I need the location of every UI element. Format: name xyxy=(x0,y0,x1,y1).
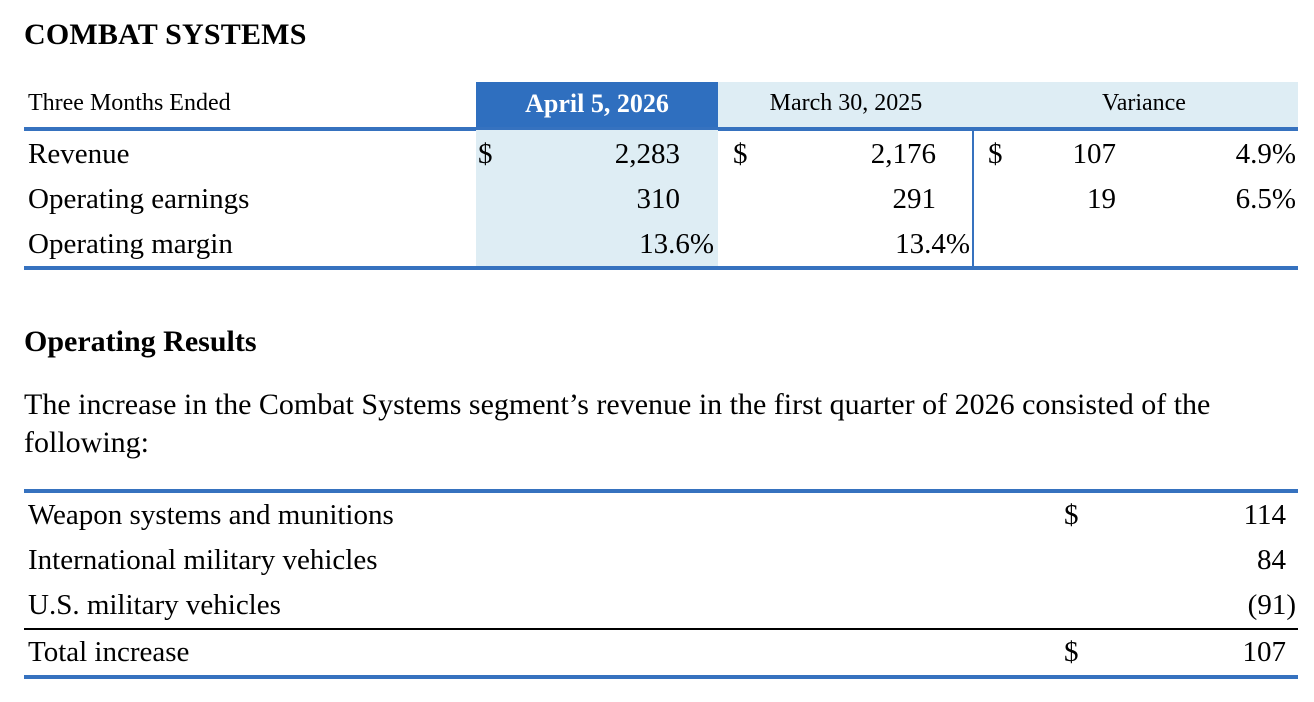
table-top-rule xyxy=(24,489,1298,493)
intro-paragraph: The increase in the Combat Systems segme… xyxy=(24,388,1211,459)
page-title: COMBAT SYSTEMS xyxy=(24,18,307,51)
period-label: Three Months Ended xyxy=(28,90,231,116)
current-column-shade xyxy=(476,130,718,267)
currency-symbol: $ xyxy=(988,138,1003,170)
row-label-international-vehicles: International military vehicles xyxy=(28,544,378,576)
row-label-weapon-systems: Weapon systems and munitions xyxy=(28,499,394,531)
revenue-variance-pct: 4.9% xyxy=(1235,138,1296,170)
earnings-variance-pct: 6.5% xyxy=(1235,183,1296,215)
row-label-revenue: Revenue xyxy=(28,138,130,170)
revenue-prior: 2,176 xyxy=(870,138,936,170)
earnings-current: 310 xyxy=(636,183,681,215)
section-heading: Operating Results xyxy=(24,325,257,358)
row-label-us-vehicles: U.S. military vehicles xyxy=(28,589,281,621)
row-label-operating-earnings: Operating earnings xyxy=(28,183,250,215)
header-rule xyxy=(24,127,1298,131)
currency-symbol: $ xyxy=(478,138,493,170)
col-header-current: April 5, 2026 xyxy=(525,89,669,118)
total-rule xyxy=(24,628,1298,630)
row-label-total: Total increase xyxy=(28,636,190,668)
col-header-variance: Variance xyxy=(1102,90,1186,116)
table-bottom-rule xyxy=(24,266,1298,270)
earnings-prior: 291 xyxy=(892,183,937,215)
currency-symbol: $ xyxy=(733,138,748,170)
header-band-current xyxy=(476,82,718,127)
international-vehicles-value: 84 xyxy=(1257,544,1286,576)
earnings-variance: 19 xyxy=(1087,183,1116,215)
total-value: 107 xyxy=(1242,636,1287,668)
table-bottom-rule xyxy=(24,675,1298,679)
variance-divider xyxy=(972,130,974,267)
col-header-prior: March 30, 2025 xyxy=(769,90,923,116)
us-vehicles-value: (91) xyxy=(1247,589,1296,621)
revenue-current: 2,283 xyxy=(614,138,680,170)
weapon-systems-value: 114 xyxy=(1243,499,1286,531)
margin-prior: 13.4% xyxy=(895,228,970,260)
currency-symbol: $ xyxy=(1064,499,1079,531)
revenue-variance: 107 xyxy=(1072,138,1117,170)
currency-symbol: $ xyxy=(1064,636,1079,668)
header-band-light xyxy=(718,82,1298,127)
margin-current: 13.6% xyxy=(639,228,714,260)
row-label-operating-margin: Operating margin xyxy=(28,228,233,260)
